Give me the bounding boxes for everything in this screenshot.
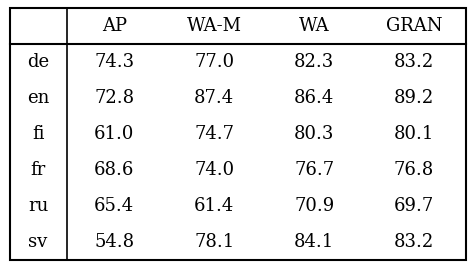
- Text: 65.4: 65.4: [94, 197, 134, 215]
- Text: 83.2: 83.2: [394, 53, 434, 71]
- Text: 82.3: 82.3: [294, 53, 334, 71]
- Text: 61.4: 61.4: [194, 197, 234, 215]
- Text: WA: WA: [299, 17, 329, 35]
- Text: 76.7: 76.7: [294, 161, 334, 179]
- Text: ru: ru: [28, 197, 48, 215]
- Text: 80.3: 80.3: [294, 125, 334, 143]
- Text: sv: sv: [29, 233, 48, 251]
- Text: 74.7: 74.7: [194, 125, 234, 143]
- Text: fr: fr: [30, 161, 46, 179]
- Text: WA-M: WA-M: [187, 17, 242, 35]
- Text: 70.9: 70.9: [294, 197, 334, 215]
- Text: 76.8: 76.8: [394, 161, 434, 179]
- Text: 83.2: 83.2: [394, 233, 434, 251]
- Text: GRAN: GRAN: [386, 17, 442, 35]
- Text: 78.1: 78.1: [194, 233, 234, 251]
- Text: de: de: [27, 53, 49, 71]
- Text: 84.1: 84.1: [294, 233, 334, 251]
- Text: en: en: [27, 89, 50, 107]
- Text: 69.7: 69.7: [394, 197, 434, 215]
- Text: 77.0: 77.0: [194, 53, 234, 71]
- Text: fi: fi: [32, 125, 44, 143]
- Text: 68.6: 68.6: [94, 161, 134, 179]
- Text: 61.0: 61.0: [94, 125, 134, 143]
- Text: 54.8: 54.8: [94, 233, 134, 251]
- Text: 89.2: 89.2: [394, 89, 434, 107]
- Text: 80.1: 80.1: [394, 125, 434, 143]
- Text: 74.3: 74.3: [94, 53, 134, 71]
- Text: 74.0: 74.0: [194, 161, 234, 179]
- Text: 72.8: 72.8: [94, 89, 134, 107]
- Text: AP: AP: [102, 17, 127, 35]
- Text: 87.4: 87.4: [194, 89, 234, 107]
- Text: 86.4: 86.4: [294, 89, 334, 107]
